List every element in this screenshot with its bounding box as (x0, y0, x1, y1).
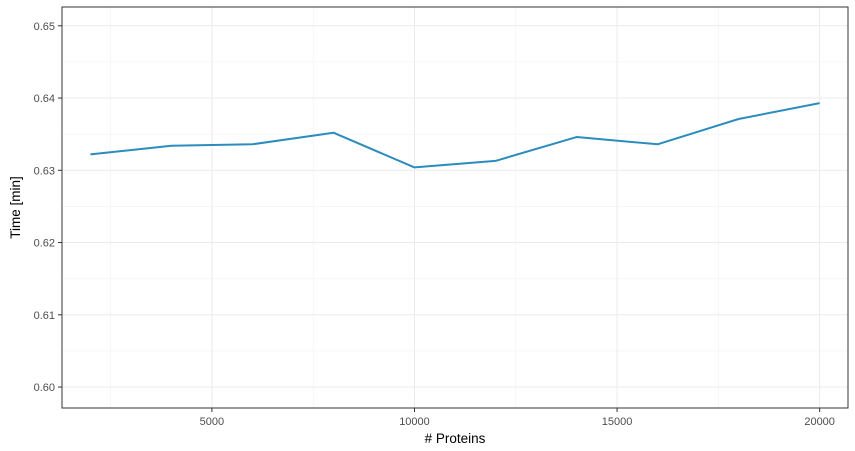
series-layer (90, 102, 820, 169)
y-tick-label: 0.61 (34, 310, 55, 322)
series-line-time (90, 102, 820, 169)
y-tick-label: 0.65 (34, 21, 55, 33)
x-tick-label: 10000 (399, 416, 430, 428)
x-tick-label: 5000 (200, 416, 224, 428)
y-tick-label: 0.63 (34, 165, 55, 177)
y-axis-title: Time [min] (8, 176, 23, 239)
x-tick-label: 15000 (602, 416, 633, 428)
minor-gridlines (62, 7, 848, 408)
y-tick-label: 0.60 (34, 382, 55, 394)
plot-panel-border (61, 6, 849, 409)
y-tick-label: 0.64 (34, 93, 55, 105)
axis-tick-labels: 5000 10000 15000 20000 0.60 0.61 0.62 0.63 0.64 0… (34, 21, 835, 428)
major-gridlines (62, 7, 848, 408)
y-tick-label: 0.62 (34, 238, 55, 250)
x-axis-title: # Proteins (425, 431, 486, 446)
x-tick-label: 20000 (804, 416, 835, 428)
axis-ticks (58, 25, 821, 412)
